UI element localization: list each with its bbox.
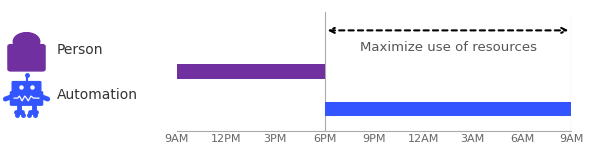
Text: Automation: Automation xyxy=(57,88,138,102)
Circle shape xyxy=(13,33,39,51)
Text: Person: Person xyxy=(57,43,103,57)
Text: Maximize use of resources: Maximize use of resources xyxy=(359,41,537,54)
Bar xyxy=(177,64,325,79)
FancyBboxPatch shape xyxy=(8,45,45,71)
Bar xyxy=(325,102,571,116)
FancyBboxPatch shape xyxy=(11,92,42,105)
FancyBboxPatch shape xyxy=(12,82,41,92)
